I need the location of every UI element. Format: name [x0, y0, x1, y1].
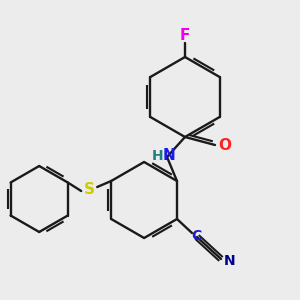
Text: H: H: [152, 149, 164, 163]
Text: F: F: [180, 28, 190, 43]
Text: O: O: [218, 137, 232, 152]
Text: C: C: [191, 229, 201, 243]
Text: N: N: [224, 254, 236, 268]
Text: S: S: [84, 182, 95, 196]
Text: N: N: [163, 148, 176, 164]
